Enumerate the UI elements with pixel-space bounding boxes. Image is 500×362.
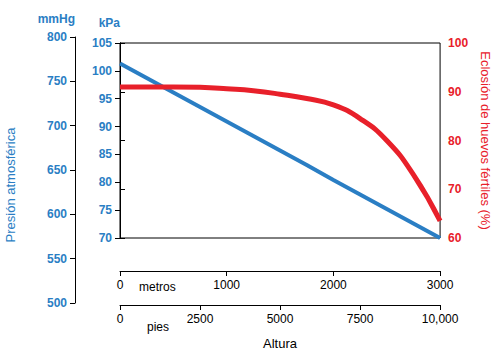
svg-text:90: 90	[99, 120, 113, 134]
svg-text:75: 75	[99, 203, 113, 217]
svg-text:2000: 2000	[320, 278, 347, 292]
svg-text:70: 70	[99, 231, 113, 245]
svg-text:70: 70	[448, 182, 462, 196]
svg-text:2500: 2500	[187, 312, 214, 326]
svg-text:650: 650	[47, 163, 67, 177]
svg-text:800: 800	[47, 30, 67, 44]
svg-text:kPa: kPa	[99, 16, 121, 30]
svg-text:7500: 7500	[347, 312, 374, 326]
svg-text:0: 0	[117, 278, 124, 292]
svg-text:85: 85	[99, 147, 113, 161]
svg-text:10,000: 10,000	[422, 312, 459, 326]
svg-text:80: 80	[448, 134, 462, 148]
svg-text:100: 100	[448, 36, 468, 50]
svg-text:100: 100	[92, 64, 112, 78]
svg-text:3000: 3000	[427, 278, 454, 292]
svg-text:550: 550	[47, 252, 67, 266]
svg-text:Altura: Altura	[263, 336, 298, 351]
svg-text:700: 700	[47, 119, 67, 133]
svg-text:90: 90	[448, 85, 462, 99]
svg-text:pies: pies	[147, 320, 169, 334]
svg-text:80: 80	[99, 175, 113, 189]
svg-text:metros: metros	[139, 280, 176, 294]
svg-text:105: 105	[92, 36, 112, 50]
svg-text:500: 500	[47, 296, 67, 310]
svg-text:600: 600	[47, 207, 67, 221]
svg-text:1000: 1000	[213, 278, 240, 292]
svg-text:mmHg: mmHg	[38, 12, 75, 26]
svg-text:60: 60	[448, 231, 462, 245]
svg-text:95: 95	[99, 92, 113, 106]
svg-text:Presión atmosférica: Presión atmosférica	[3, 127, 18, 243]
svg-text:0: 0	[117, 312, 124, 326]
svg-text:750: 750	[47, 74, 67, 88]
svg-text:Eclosión de huevos fértiles (%: Eclosión de huevos fértiles (%)	[478, 51, 493, 229]
svg-text:5000: 5000	[267, 312, 294, 326]
